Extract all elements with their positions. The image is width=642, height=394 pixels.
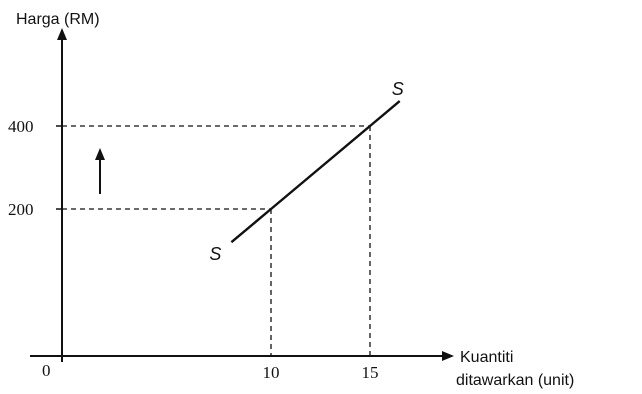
curve-label-end: S [392,79,404,99]
origin-label: 0 [42,361,51,380]
y-axis-label: Harga (RM) [16,11,100,28]
x-axis-label-line2: ditawarkan (unit) [456,372,574,389]
x-tick-label-10: 10 [263,363,280,382]
chart-marks: S S 200 400 10 15 [8,79,404,382]
x-axis-label-line1: Kuantiti [460,349,513,366]
y-tick-label-400: 400 [8,117,34,136]
supply-curve [230,100,401,244]
curve-label-start: S [209,244,221,264]
x-tick-label-15: 15 [362,363,379,382]
y-tick-label-200: 200 [8,200,34,219]
